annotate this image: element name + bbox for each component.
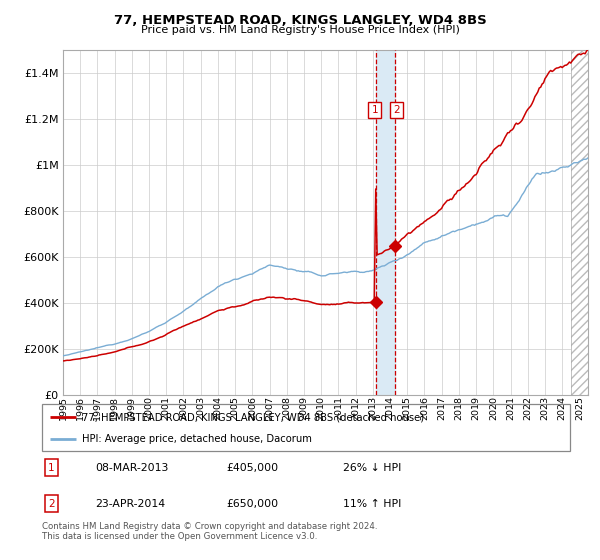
Text: 77, HEMPSTEAD ROAD, KINGS LANGLEY, WD4 8BS: 77, HEMPSTEAD ROAD, KINGS LANGLEY, WD4 8…: [113, 14, 487, 27]
Text: £405,000: £405,000: [227, 463, 279, 473]
Text: Contains HM Land Registry data © Crown copyright and database right 2024.
This d: Contains HM Land Registry data © Crown c…: [42, 522, 377, 542]
Text: 08-MAR-2013: 08-MAR-2013: [95, 463, 168, 473]
Text: 2: 2: [48, 499, 55, 509]
Text: 26% ↓ HPI: 26% ↓ HPI: [343, 463, 401, 473]
Text: 23-APR-2014: 23-APR-2014: [95, 499, 165, 509]
Text: 77, HEMPSTEAD ROAD, KINGS LANGLEY, WD4 8BS (detached house): 77, HEMPSTEAD ROAD, KINGS LANGLEY, WD4 8…: [82, 412, 424, 422]
Text: £650,000: £650,000: [227, 499, 279, 509]
Text: 1: 1: [371, 105, 378, 115]
Text: Price paid vs. HM Land Registry's House Price Index (HPI): Price paid vs. HM Land Registry's House …: [140, 25, 460, 35]
Text: 1: 1: [48, 463, 55, 473]
Text: HPI: Average price, detached house, Dacorum: HPI: Average price, detached house, Daco…: [82, 433, 311, 444]
Text: 2: 2: [393, 105, 400, 115]
Text: 11% ↑ HPI: 11% ↑ HPI: [343, 499, 401, 509]
Bar: [376, 50, 395, 395]
